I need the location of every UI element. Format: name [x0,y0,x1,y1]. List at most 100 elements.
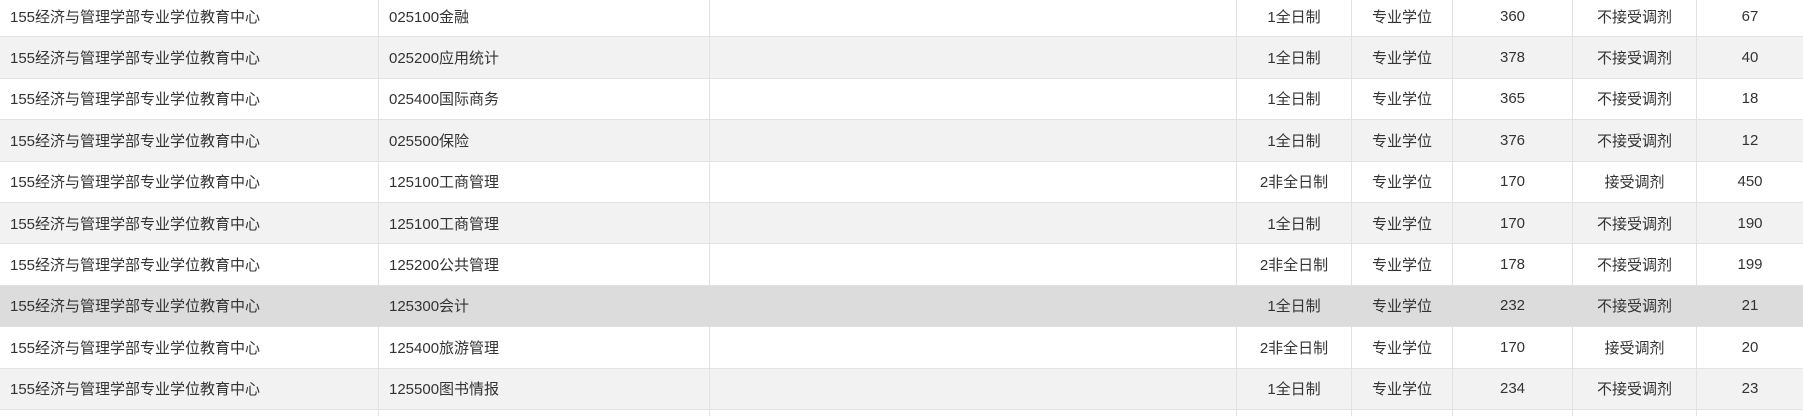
cell-department: 155经济与管理学部专业学位教育中心 [0,368,379,410]
cell-notes [710,161,1237,203]
cell-admit-count [1697,409,1803,416]
cell-admit-count: 12 [1697,120,1803,162]
cell-notes [710,409,1237,416]
cell-transfer-policy: 不接受调剂 [1573,78,1697,121]
table-row[interactable]: 155经济与管理学部专业学位教育中心 025200应用统计 1全日制 专业学位 … [0,37,1803,79]
cell-admit-count: 20 [1697,327,1803,369]
cell-degree-type: 专业学位 [1352,244,1453,286]
cell-transfer-policy: 接受调剂 [1573,327,1697,369]
cell-degree-type: 专业学位 [1352,285,1453,328]
cell-score: 170 [1453,161,1573,203]
cell-transfer-policy: 不接受调剂 [1573,120,1697,162]
cell-department: 155经济与管理学部专业学位教育中心 [0,285,379,328]
cell-department: 155经济与管理学部专业学位教育中心 [0,202,379,245]
cell-program: 025400国际商务 [379,78,710,121]
table-row[interactable]: 155经济与管理学部专业学位教育中心 125100工商管理 1全日制 专业学位 … [0,202,1803,245]
cell-study-type: 1全日制 [1237,78,1352,121]
table-row[interactable]: 155经济与管理学部专业学位教育中心 125300会计 1全日制 专业学位 23… [0,285,1803,328]
cell-admit-count: 18 [1697,78,1803,121]
table-row[interactable]: 155经济与管理学部专业学位教育中心 025500保险 1全日制 专业学位 37… [0,120,1803,162]
cell-department [0,409,379,416]
table-row[interactable]: 155经济与管理学部专业学位教育中心 125100工商管理 2非全日制 专业学位… [0,161,1803,203]
cell-admit-count: 190 [1697,202,1803,245]
cell-study-type [1237,409,1352,416]
cell-notes [710,78,1237,121]
cell-admit-count: 199 [1697,244,1803,286]
cell-study-type: 2非全日制 [1237,244,1352,286]
table-row[interactable]: 155经济与管理学部专业学位教育中心 125500图书情报 1全日制 专业学位 … [0,368,1803,410]
cell-program [379,409,710,416]
cell-program: 025200应用统计 [379,37,710,79]
cell-department: 155经济与管理学部专业学位教育中心 [0,161,379,203]
cell-program: 125300会计 [379,285,710,328]
cell-notes [710,368,1237,410]
cell-degree-type: 专业学位 [1352,37,1453,79]
cell-score: 365 [1453,78,1573,121]
cell-notes [710,285,1237,328]
cell-score: 232 [1453,285,1573,328]
cell-score: 378 [1453,37,1573,79]
cell-program: 125400旅游管理 [379,327,710,369]
cell-notes [710,202,1237,245]
table-row-partial[interactable] [0,409,1803,416]
cell-score: 170 [1453,327,1573,369]
cell-study-type: 2非全日制 [1237,161,1352,203]
table-row[interactable]: 155经济与管理学部专业学位教育中心 025400国际商务 1全日制 专业学位 … [0,78,1803,121]
cell-degree-type: 专业学位 [1352,327,1453,369]
cell-program: 025100金融 [379,0,710,38]
cell-transfer-policy: 不接受调剂 [1573,0,1697,38]
cell-admit-count: 40 [1697,37,1803,79]
cell-admit-count: 23 [1697,368,1803,410]
cell-degree-type [1352,409,1453,416]
cell-transfer-policy: 不接受调剂 [1573,285,1697,328]
cell-degree-type: 专业学位 [1352,161,1453,203]
cell-transfer-policy: 不接受调剂 [1573,37,1697,79]
cell-transfer-policy: 不接受调剂 [1573,244,1697,286]
cell-degree-type: 专业学位 [1352,120,1453,162]
cell-department: 155经济与管理学部专业学位教育中心 [0,0,379,38]
cell-notes [710,327,1237,369]
cell-degree-type: 专业学位 [1352,78,1453,121]
table-row[interactable]: 155经济与管理学部专业学位教育中心 125400旅游管理 2非全日制 专业学位… [0,327,1803,369]
cell-notes [710,37,1237,79]
cell-transfer-policy: 不接受调剂 [1573,368,1697,410]
cell-admit-count: 450 [1697,161,1803,203]
cell-department: 155经济与管理学部专业学位教育中心 [0,78,379,121]
cell-program: 125100工商管理 [379,161,710,203]
cell-score: 376 [1453,120,1573,162]
cell-study-type: 1全日制 [1237,0,1352,38]
cell-transfer-policy: 接受调剂 [1573,161,1697,203]
cell-study-type: 1全日制 [1237,368,1352,410]
cell-program: 125100工商管理 [379,202,710,245]
cell-study-type: 2非全日制 [1237,327,1352,369]
cell-program: 125200公共管理 [379,244,710,286]
cell-score: 234 [1453,368,1573,410]
cell-program: 125500图书情报 [379,368,710,410]
cell-notes [710,0,1237,38]
cell-study-type: 1全日制 [1237,202,1352,245]
cell-notes [710,244,1237,286]
cell-degree-type: 专业学位 [1352,0,1453,38]
cell-study-type: 1全日制 [1237,285,1352,328]
cell-study-type: 1全日制 [1237,37,1352,79]
cell-degree-type: 专业学位 [1352,202,1453,245]
cell-department: 155经济与管理学部专业学位教育中心 [0,327,379,369]
cell-study-type: 1全日制 [1237,120,1352,162]
table-row[interactable]: 155经济与管理学部专业学位教育中心 025100金融 1全日制 专业学位 36… [0,0,1803,38]
cell-transfer-policy: 不接受调剂 [1573,202,1697,245]
cell-transfer-policy [1573,409,1697,416]
cell-department: 155经济与管理学部专业学位教育中心 [0,120,379,162]
cell-score: 360 [1453,0,1573,38]
cell-score: 178 [1453,244,1573,286]
cell-notes [710,120,1237,162]
table-row[interactable]: 155经济与管理学部专业学位教育中心 125200公共管理 2非全日制 专业学位… [0,244,1803,286]
cell-score [1453,409,1573,416]
cell-admit-count: 21 [1697,285,1803,328]
cell-program: 025500保险 [379,120,710,162]
cell-department: 155经济与管理学部专业学位教育中心 [0,244,379,286]
cell-admit-count: 67 [1697,0,1803,38]
cell-score: 170 [1453,202,1573,245]
